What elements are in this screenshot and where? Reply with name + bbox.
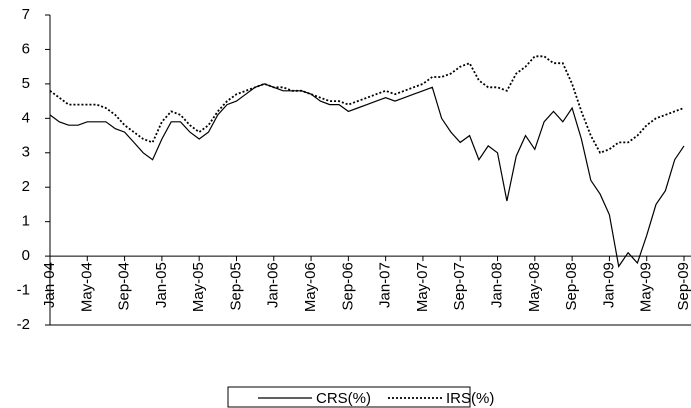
x-tick-label: May-08 (526, 262, 543, 312)
x-tick-label: Sep-04 (116, 262, 133, 310)
y-tick-label: 6 (22, 40, 30, 57)
x-tick-label: May-09 (638, 262, 655, 312)
x-tick-label: Jan-07 (377, 262, 394, 308)
y-tick-label: 0 (22, 247, 30, 264)
series-line (49, 83, 685, 268)
y-tick-label: 1 (22, 213, 30, 230)
x-tick-label: Jan-08 (488, 262, 505, 308)
x-tick-label: Jan-09 (600, 262, 617, 308)
x-tick-label: Sep-06 (339, 262, 356, 310)
x-tick-label: Sep-05 (227, 262, 244, 310)
x-tick-label: Jan-04 (41, 262, 58, 308)
x-tick-label: Sep-07 (451, 262, 468, 310)
legend-box (227, 386, 471, 408)
x-tick-label: May-06 (302, 262, 319, 312)
x-tick-label: May-04 (78, 262, 95, 312)
y-tick-label: 4 (22, 109, 30, 126)
x-tick-label: May-05 (190, 262, 207, 312)
y-tick-label: 2 (22, 178, 30, 195)
y-tick-label: 5 (22, 75, 30, 92)
x-tick-label: May-07 (414, 262, 431, 312)
x-tick-label: Jan-06 (265, 262, 282, 308)
y-tick-label: -1 (17, 282, 30, 299)
y-tick-label: 7 (22, 6, 30, 23)
y-tick-label: -2 (17, 316, 30, 333)
legend-label: IRS(%) (446, 390, 494, 407)
x-tick-label: Sep-08 (563, 262, 580, 310)
legend-label: CRS(%) (316, 390, 371, 407)
x-tick-label: Sep-09 (675, 262, 691, 310)
x-tick-label: Jan-05 (153, 262, 170, 308)
y-tick-label: 3 (22, 144, 30, 161)
